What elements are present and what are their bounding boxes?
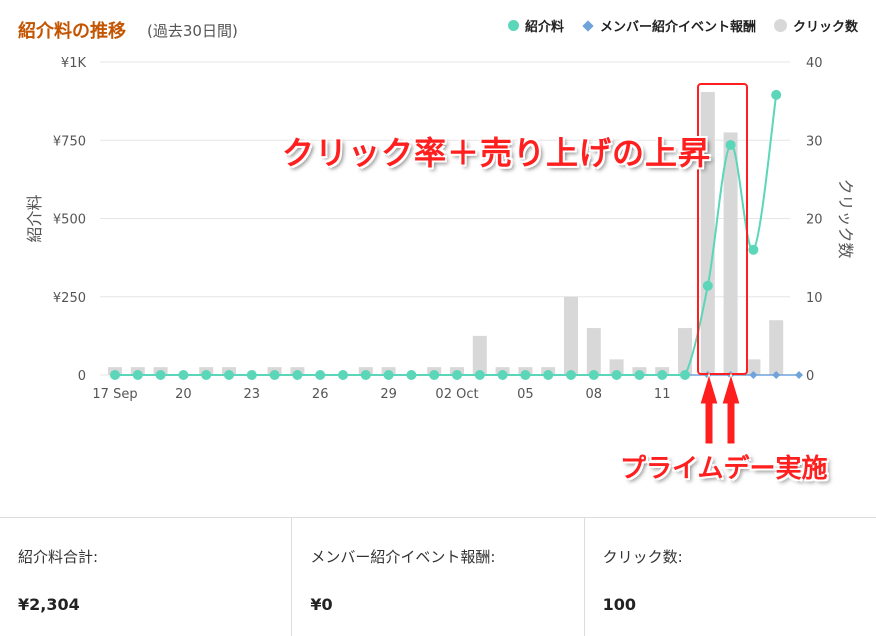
x-tick-label: 05 bbox=[517, 387, 534, 402]
click-bar bbox=[609, 359, 624, 375]
fee-point bbox=[771, 89, 782, 100]
x-tick-label: 02 Oct bbox=[435, 387, 478, 402]
y-left-tick-label: ¥1K bbox=[61, 56, 87, 71]
event-reward-point bbox=[749, 371, 758, 379]
x-tick-label: 26 bbox=[312, 387, 329, 402]
y-right-tick-label: 10 bbox=[806, 291, 823, 306]
y-left-tick-label: ¥500 bbox=[53, 213, 86, 228]
summary-cell-event-reward: メンバー紹介イベント報酬: ¥0 bbox=[292, 518, 585, 636]
fee-point bbox=[201, 370, 212, 380]
y-right-tick-label: 30 bbox=[806, 134, 823, 149]
x-tick-label: 17 Sep bbox=[92, 387, 137, 402]
fee-point bbox=[110, 370, 120, 380]
y-left-axis-title: 紹介料 bbox=[25, 194, 44, 242]
fee-point bbox=[588, 370, 599, 380]
summary-label: クリック数: bbox=[602, 548, 683, 566]
chart-subtitle: (過去30日間) bbox=[147, 22, 238, 40]
fee-point bbox=[360, 370, 371, 380]
legend-clicks-label: クリック数 bbox=[792, 20, 858, 35]
fee-point bbox=[680, 370, 690, 380]
click-bar bbox=[769, 320, 784, 375]
summary-label: メンバー紹介イベント報酬: bbox=[310, 548, 496, 566]
x-tick-label: 23 bbox=[244, 387, 261, 402]
fee-point bbox=[702, 280, 713, 291]
x-tick-label: 20 bbox=[175, 387, 192, 402]
summary-value: ¥0 bbox=[310, 595, 333, 614]
click-bar bbox=[586, 328, 601, 375]
legend-item-event[interactable]: メンバー紹介イベント報酬 bbox=[582, 16, 756, 35]
fee-point bbox=[292, 370, 303, 380]
fee-point bbox=[246, 370, 257, 380]
summary-value: 100 bbox=[602, 595, 637, 614]
x-tick-label: 11 bbox=[654, 387, 671, 402]
y-left-tick-label: 0 bbox=[78, 369, 86, 384]
x-tick-label: 29 bbox=[380, 387, 397, 402]
y-right-tick-label: 0 bbox=[806, 369, 814, 384]
summary-label: 紹介料合計: bbox=[18, 548, 99, 566]
legend-item-clicks[interactable]: クリック数 bbox=[773, 16, 858, 35]
fee-point bbox=[657, 370, 668, 380]
fee-point bbox=[429, 370, 440, 380]
fee-point bbox=[748, 244, 759, 255]
annotation-arrow bbox=[699, 372, 719, 445]
annotation-prime-day: プライムデー実施 bbox=[620, 454, 828, 484]
chart-legend: 紹介料 メンバー紹介イベント報酬 クリック数 bbox=[507, 16, 858, 35]
legend-event-label: メンバー紹介イベント報酬 bbox=[599, 20, 756, 35]
fee-point bbox=[132, 370, 143, 380]
event-reward-point bbox=[795, 371, 803, 379]
fee-point bbox=[474, 370, 485, 380]
fee-point bbox=[611, 370, 622, 380]
fee-point bbox=[520, 370, 531, 380]
fee-point bbox=[155, 370, 166, 380]
legend-item-fee[interactable]: 紹介料 bbox=[507, 16, 564, 35]
y-right-tick-label: 40 bbox=[806, 56, 823, 71]
highlight-box bbox=[697, 83, 748, 375]
fee-point bbox=[178, 370, 189, 380]
chart-title: 紹介料の推移 bbox=[18, 21, 126, 42]
click-bar bbox=[746, 359, 761, 375]
click-bar bbox=[564, 296, 578, 375]
fee-point bbox=[566, 370, 576, 380]
chart-canvas: 0 0 ¥250 10 ¥500 20 ¥750 30 ¥1K 40 紹介料 クリック数 17 Sep 2… bbox=[25, 56, 855, 445]
fee-point bbox=[224, 370, 234, 380]
summary-panel: 紹介料合計: ¥2,304 メンバー紹介イベント報酬: ¥0 クリック数: 10… bbox=[0, 517, 876, 636]
fee-point bbox=[269, 370, 280, 380]
fee-point bbox=[315, 370, 326, 380]
summary-value: ¥2,304 bbox=[18, 595, 80, 614]
fee-point bbox=[383, 370, 394, 380]
summary-cell-fee-total: 紹介料合計: ¥2,304 bbox=[0, 518, 293, 636]
fee-point bbox=[634, 370, 645, 380]
annotation-arrow bbox=[721, 372, 741, 445]
x-tick-label: 08 bbox=[586, 387, 603, 402]
fee-point bbox=[725, 139, 736, 150]
legend-fee-marker bbox=[507, 20, 519, 31]
click-bar bbox=[472, 335, 487, 375]
y-left-tick-label: ¥750 bbox=[53, 134, 86, 149]
fee-point bbox=[338, 370, 348, 380]
fee-point bbox=[543, 370, 554, 380]
annotation-main: クリック率＋売り上げの上昇 bbox=[282, 134, 712, 172]
y-left-tick-label: ¥250 bbox=[53, 291, 86, 306]
y-right-tick-label: 20 bbox=[806, 213, 823, 228]
summary-cell-clicks: クリック数: 100 bbox=[585, 518, 876, 636]
fee-point bbox=[497, 370, 508, 380]
event-reward-point bbox=[772, 371, 781, 379]
click-bar bbox=[723, 132, 738, 375]
click-bar bbox=[678, 328, 692, 375]
fee-point bbox=[406, 370, 417, 380]
fee-point bbox=[452, 370, 462, 380]
y-right-axis-title: クリック数 bbox=[836, 178, 855, 258]
legend-clicks-marker bbox=[773, 19, 787, 32]
legend-fee-label: 紹介料 bbox=[524, 20, 564, 35]
